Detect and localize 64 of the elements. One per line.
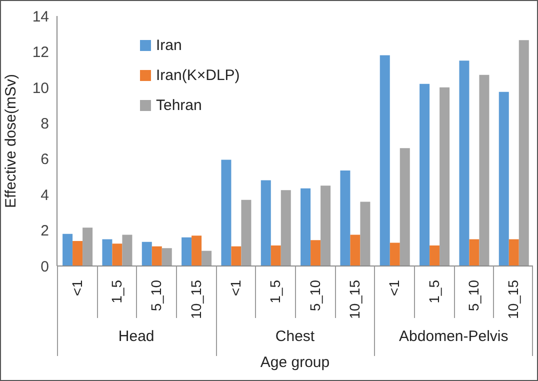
bar <box>221 160 232 266</box>
bar <box>192 236 202 266</box>
bar <box>508 239 519 266</box>
bar <box>380 55 390 266</box>
legend-label: Iran(K×DLP) <box>156 66 240 84</box>
text: Abdomen-Pelvis <box>398 328 510 345</box>
y-tick-label: 12 <box>32 44 49 62</box>
y-tick-label: 2 <box>40 222 49 240</box>
bar <box>112 244 122 266</box>
bar <box>102 239 112 266</box>
text: Chest <box>274 328 316 345</box>
bar <box>182 237 192 266</box>
bar <box>270 245 281 266</box>
y-tick-label: 10 <box>32 80 49 97</box>
x-tick-label: <1 <box>228 280 244 296</box>
bar <box>430 245 440 266</box>
x-axis-title: Age group <box>260 354 330 371</box>
bar <box>469 239 480 266</box>
y-tick-label: 0 <box>40 258 49 276</box>
bar <box>320 186 331 266</box>
bar <box>498 92 509 266</box>
bar <box>310 240 321 266</box>
text: Head <box>117 328 156 345</box>
legend-label: Tehran <box>156 96 202 114</box>
y-tick-label: 4 <box>40 186 49 204</box>
bar <box>518 40 529 266</box>
bar <box>122 234 132 266</box>
bar <box>260 180 271 266</box>
x-tick-label: <1 <box>386 280 402 296</box>
x-tick-label: 5_10 <box>306 280 323 312</box>
bar <box>350 234 360 266</box>
bar <box>300 188 311 266</box>
x-tick-label: 10_15 <box>505 280 522 319</box>
bar <box>479 74 490 266</box>
bar <box>360 202 370 266</box>
y-axis-title: Effective dose(mSv) <box>2 74 20 208</box>
bar <box>241 200 252 266</box>
bar <box>420 84 430 266</box>
bar <box>231 246 242 266</box>
bar <box>142 242 152 266</box>
x-tick-label: <1 <box>68 280 85 296</box>
x-tick-label: 5_10 <box>148 280 164 312</box>
x-tick-label: 10_15 <box>188 280 204 319</box>
x-tick-label: 1_5 <box>267 280 284 304</box>
x-tick-label: 5_10 <box>466 280 482 312</box>
bar <box>202 250 212 266</box>
bar <box>152 246 162 266</box>
y-tick-label: 6 <box>40 151 49 168</box>
legend-label: Iran <box>156 36 182 54</box>
bar <box>459 60 470 266</box>
x-tick-label: 1_5 <box>108 280 124 304</box>
y-tick-label: 8 <box>40 115 49 132</box>
x-tick-label: 1_5 <box>426 280 442 304</box>
bar <box>280 190 291 266</box>
bar <box>440 87 450 266</box>
bar <box>162 248 172 266</box>
bar <box>340 170 350 266</box>
y-tick-label: 14 <box>32 8 49 26</box>
bar <box>62 234 73 266</box>
bar <box>82 228 93 266</box>
bar <box>400 148 410 266</box>
x-tick-label: 10_15 <box>346 280 362 319</box>
bar <box>390 242 400 266</box>
bar <box>72 241 83 266</box>
